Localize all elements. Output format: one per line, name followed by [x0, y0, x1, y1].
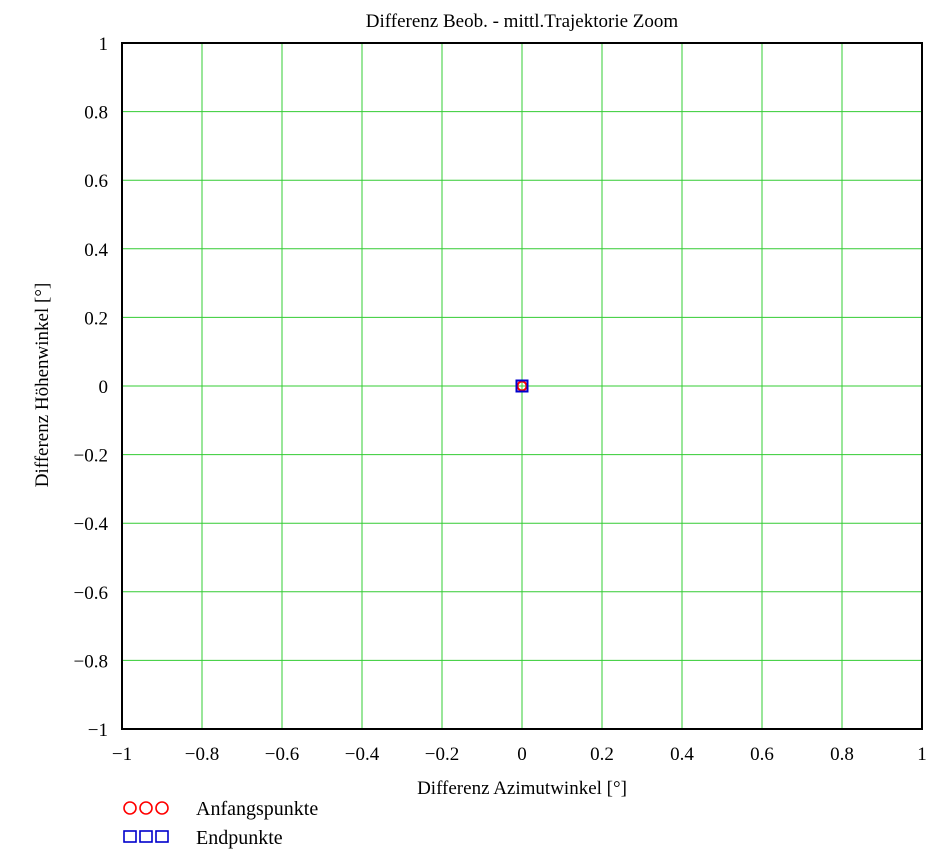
data-points	[515, 379, 529, 393]
y-tick-label: −0.4	[74, 514, 109, 535]
y-tick-label: −0.2	[74, 446, 108, 467]
x-tick-label: 0.6	[750, 744, 774, 765]
legend-circle-marker	[139, 801, 153, 815]
y-tick-label: 1	[99, 34, 109, 55]
legend-circle-marker	[155, 801, 169, 815]
y-tick-label: 0	[99, 377, 109, 398]
grid	[121, 42, 923, 730]
legend-square-marker	[139, 830, 153, 843]
y-tick-label: 0.2	[84, 308, 108, 329]
y-tick-label: 0.4	[84, 240, 108, 261]
y-tick-label: 0.6	[84, 171, 108, 192]
legend-square-marker	[155, 830, 169, 843]
x-tick-label: 1	[917, 744, 927, 765]
plot-frame	[121, 42, 923, 730]
x-tick-label: 0.8	[830, 744, 854, 765]
y-tick-label: −1	[88, 720, 108, 741]
x-tick-label: 0.2	[590, 744, 614, 765]
y-tick-label: 0.8	[84, 103, 108, 124]
x-tick-label: −0.4	[345, 744, 380, 765]
x-tick-label: −0.6	[265, 744, 299, 765]
x-tick-label: −0.8	[185, 744, 219, 765]
chart-title: Differenz Beob. - mittl.Trajektorie Zoom	[366, 11, 679, 32]
legend-label: Anfangspunkte	[196, 798, 318, 820]
y-axis-title: Differenz Höhenwinkel [°]	[32, 283, 53, 488]
y-tick-label: −0.8	[74, 651, 108, 672]
x-tick-label: −0.2	[425, 744, 459, 765]
x-axis-title: Differenz Azimutwinkel [°]	[417, 778, 627, 799]
legend-square-marker	[123, 830, 137, 843]
x-tick-label: 0	[517, 744, 527, 765]
y-tick-label: −0.6	[74, 583, 108, 604]
legend-label: Endpunkte	[196, 827, 283, 849]
x-tick-label: 0.4	[670, 744, 694, 765]
legend: Anfangspunkte Endpunkte	[123, 798, 318, 849]
x-tick-label: −1	[112, 744, 132, 765]
legend-circle-marker	[123, 801, 137, 815]
tick-labels: −1 −0.8 −0.6 −0.4 −0.2 0 0.2 0.4 0.6 0.8 1 −1 −0.8 −0…	[74, 34, 927, 765]
point-endpunkt	[515, 379, 529, 393]
